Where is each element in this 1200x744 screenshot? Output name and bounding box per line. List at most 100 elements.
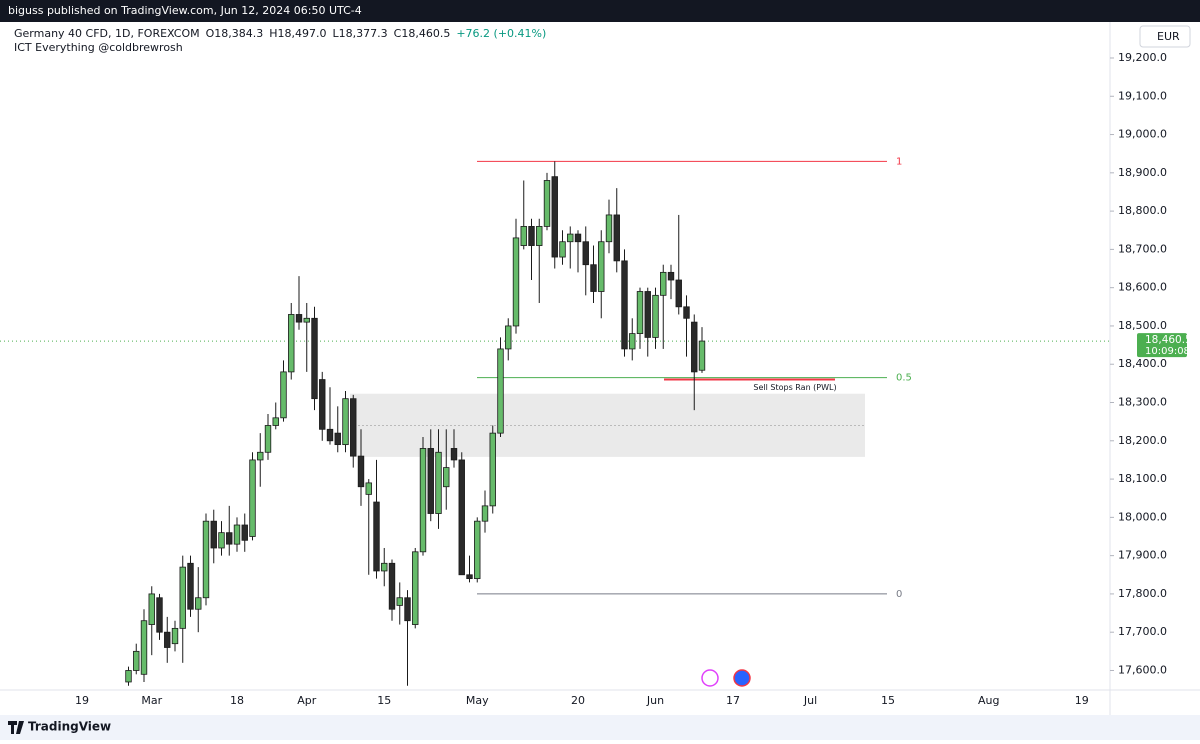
- candle-body: [404, 597, 411, 622]
- y-tick-label: 18,000.0: [1118, 510, 1167, 523]
- candle-body: [427, 448, 434, 514]
- candle-body: [342, 398, 349, 446]
- candle-body: [528, 226, 535, 246]
- candle-body: [396, 597, 403, 606]
- y-tick-label: 18,900.0: [1118, 166, 1167, 179]
- candle-body: [195, 597, 202, 610]
- x-tick-label: Jul: [803, 694, 817, 707]
- candle-body: [474, 520, 481, 580]
- candle-body: [249, 459, 256, 537]
- candle-body: [303, 317, 310, 323]
- y-tick-label: 18,400.0: [1118, 357, 1167, 370]
- candle-body: [683, 306, 690, 319]
- candle-body: [675, 279, 682, 308]
- legend-value: +76.2 (+0.41%): [456, 27, 546, 40]
- x-tick-label: 17: [726, 694, 740, 707]
- y-tick-label: 18,300.0: [1118, 396, 1167, 409]
- candle-body: [288, 314, 295, 373]
- candle-body: [295, 314, 303, 323]
- y-tick-label: 18,100.0: [1118, 472, 1167, 485]
- fib-label: 1: [896, 156, 902, 167]
- y-tick-label: 17,900.0: [1118, 549, 1167, 562]
- legend: Germany 40 CFD, 1D, FOREXCOM ICT Everyth…: [14, 27, 200, 54]
- candle-body: [621, 260, 628, 350]
- symbol: Germany 40 CFD, 1D, FOREXCOM: [14, 27, 200, 40]
- legend-value: O18,384.3: [206, 27, 264, 40]
- candle-body: [334, 432, 341, 446]
- candle-body: [264, 425, 272, 453]
- candle-body: [598, 241, 605, 292]
- x-tick-label: Jun: [646, 694, 664, 707]
- candle-body: [435, 451, 442, 514]
- currency-button[interactable]: [1139, 25, 1191, 48]
- candle-body: [187, 562, 194, 610]
- candle-body: [590, 264, 597, 292]
- candle-body: [605, 214, 613, 243]
- candle-body: [179, 566, 186, 629]
- candle-body: [148, 593, 155, 625]
- sell-stops-label: Sell Stops Ran (PWL): [753, 383, 836, 392]
- fib-label: 0.5: [896, 373, 912, 384]
- candle-body: [202, 520, 210, 599]
- candle-body: [450, 448, 458, 461]
- x-tick-label: Aug: [978, 694, 999, 707]
- candle-body: [319, 379, 326, 430]
- published-line: biguss published on TradingView.com, Jun…: [8, 4, 362, 17]
- candle-body: [512, 237, 520, 327]
- candle-body: [241, 524, 248, 541]
- candle-body: [412, 551, 419, 625]
- x-tick-label: 15: [881, 694, 895, 707]
- last-price-tag: [1137, 333, 1187, 358]
- candle-body: [466, 574, 473, 580]
- candle-body: [652, 294, 659, 338]
- candle-body: [574, 233, 582, 243]
- candle-body: [218, 532, 225, 549]
- candle-body: [481, 505, 489, 522]
- candle-body: [233, 524, 241, 545]
- candle-body: [373, 501, 380, 572]
- last-price-label: 18,460.5: [1145, 334, 1192, 346]
- event-icon[interactable]: [733, 669, 751, 687]
- legend-value: C18,460.5: [394, 27, 451, 40]
- candle-body: [613, 214, 620, 262]
- fib-label: 0: [896, 589, 902, 600]
- countdown: 10:09:08: [1145, 346, 1190, 357]
- candle-body: [520, 226, 527, 246]
- candle-body: [582, 241, 589, 266]
- candle-body: [210, 520, 217, 549]
- y-tick-label: 18,500.0: [1118, 319, 1167, 332]
- y-tick-label: 17,700.0: [1118, 625, 1167, 638]
- top-bar: [0, 0, 1200, 22]
- event-icon[interactable]: [701, 669, 719, 687]
- y-tick-label: 17,800.0: [1118, 587, 1167, 600]
- candle-body: [691, 321, 698, 373]
- footer-brand: TradingView: [28, 720, 111, 734]
- candle-body: [567, 233, 574, 243]
- candle-body: [536, 226, 543, 246]
- candle-body: [133, 650, 140, 671]
- candle-body: [644, 291, 651, 338]
- candle-body: [543, 180, 551, 227]
- candle-body: [698, 340, 706, 371]
- legend-value: L18,377.3: [333, 27, 388, 40]
- y-tick-label: 18,600.0: [1118, 281, 1167, 294]
- y-tick-label: 18,200.0: [1118, 434, 1167, 447]
- candle-body: [505, 325, 512, 350]
- x-tick-label: 20: [571, 694, 585, 707]
- candle-body: [489, 432, 496, 507]
- legend-value: H18,497.0: [269, 27, 326, 40]
- candle-body: [357, 455, 365, 488]
- candle-body: [629, 333, 636, 350]
- candle-body: [125, 670, 132, 683]
- candle-body: [660, 271, 667, 296]
- y-tick-label: 18,700.0: [1118, 242, 1167, 255]
- candle-body: [419, 448, 427, 553]
- currency: EUR: [1157, 30, 1180, 43]
- x-tick-label: May: [466, 694, 489, 707]
- candle-body: [551, 176, 558, 258]
- candle-body: [667, 271, 675, 281]
- y-tick-label: 19,100.0: [1118, 89, 1167, 102]
- y-tick-label: 17,600.0: [1118, 663, 1167, 676]
- x-tick-label: 19: [75, 694, 89, 707]
